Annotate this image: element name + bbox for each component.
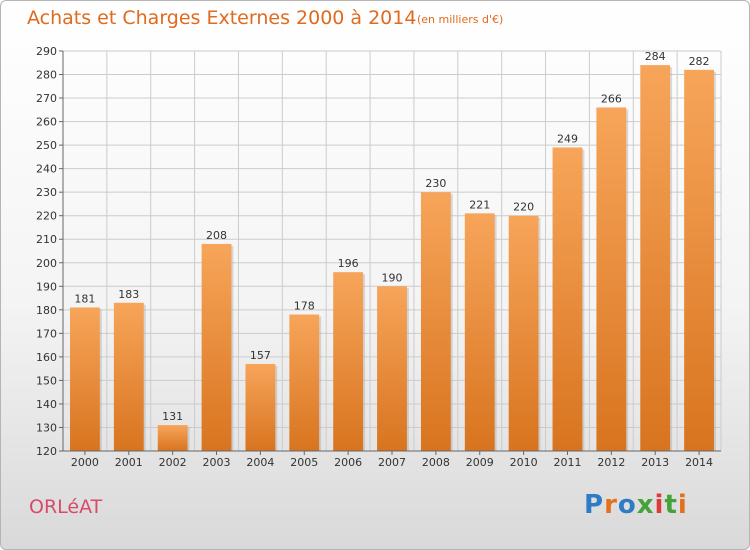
chart-title: Achats et Charges Externes 2000 à 2014 xyxy=(27,7,417,29)
y-tick-label: 250 xyxy=(36,139,57,152)
bars: 181 183 131 208 157 178 196 190 230 221 220 249 266 2… xyxy=(70,50,716,452)
y-tick-label: 150 xyxy=(36,374,57,387)
y-tick-label: 180 xyxy=(36,304,57,317)
x-tick-label: 2003 xyxy=(203,456,231,469)
data-label: 196 xyxy=(338,257,359,270)
logo-letter: x xyxy=(636,490,655,520)
x-tick-label: 2001 xyxy=(115,456,143,469)
bar-2002 xyxy=(157,425,188,451)
logo-letter: o xyxy=(617,490,637,520)
data-label: 249 xyxy=(557,132,578,145)
data-label: 221 xyxy=(469,198,490,211)
logo-letter: i xyxy=(654,490,665,520)
logo-letter: t xyxy=(664,490,678,520)
logo-letter: r xyxy=(604,490,618,520)
bar-2006 xyxy=(333,272,364,451)
data-label: 208 xyxy=(206,229,227,242)
y-tick-label: 290 xyxy=(36,45,57,58)
data-label: 181 xyxy=(74,292,95,305)
chart-subtitle: (en milliers d'€) xyxy=(417,13,504,26)
bar-2008 xyxy=(420,192,451,452)
y-tick-label: 200 xyxy=(36,257,57,270)
data-label: 131 xyxy=(162,410,183,423)
x-tick-label: 2010 xyxy=(510,456,538,469)
x-tick-label: 2007 xyxy=(378,456,406,469)
proxiti-logo: Proxiti xyxy=(584,490,688,520)
bar-chart: 181 183 131 208 157 178 196 190 230 221 220 249 266 2… xyxy=(36,45,722,469)
data-label: 230 xyxy=(425,177,446,190)
data-label: 190 xyxy=(382,271,403,284)
bar-2005 xyxy=(289,314,320,451)
x-tick-label: 2013 xyxy=(641,456,669,469)
bar-2003 xyxy=(201,243,232,451)
data-label: 157 xyxy=(250,349,271,362)
bar-2010 xyxy=(508,215,539,451)
x-tick-label: 2009 xyxy=(466,456,494,469)
x-tick-label: 2014 xyxy=(685,456,713,469)
y-tick-label: 270 xyxy=(36,92,57,105)
y-tick-label: 170 xyxy=(36,327,57,340)
data-label: 284 xyxy=(645,50,666,63)
x-tick-label: 2005 xyxy=(290,456,318,469)
x-tick-label: 2000 xyxy=(71,456,99,469)
bar-2004 xyxy=(245,363,276,451)
data-label: 282 xyxy=(689,55,710,68)
y-tick-label: 210 xyxy=(36,233,57,246)
data-label: 220 xyxy=(513,201,534,214)
x-tick-label: 2006 xyxy=(334,456,362,469)
bar-2012 xyxy=(596,107,627,452)
axes: 120 130 140 150 160 170 180 190 200 210 220 230 240 2… xyxy=(36,45,721,469)
logo-letter: P xyxy=(584,490,605,520)
data-label: 266 xyxy=(601,92,622,105)
bar-2014 xyxy=(684,69,714,451)
bar-2000 xyxy=(70,307,100,451)
y-tick-label: 190 xyxy=(36,280,57,293)
bar-2001 xyxy=(113,302,144,451)
bar-2013 xyxy=(640,65,671,451)
y-tick-label: 120 xyxy=(36,445,57,458)
data-label: 178 xyxy=(294,300,315,313)
y-tick-label: 130 xyxy=(36,421,57,434)
commune-name: ORLéAT xyxy=(29,496,103,518)
y-tick-label: 220 xyxy=(36,210,57,223)
x-tick-label: 2004 xyxy=(246,456,274,469)
x-tick-label: 2012 xyxy=(597,456,625,469)
y-tick-label: 230 xyxy=(36,186,57,199)
y-tick-label: 160 xyxy=(36,351,57,364)
logo-letter: i xyxy=(677,490,688,520)
bar-2009 xyxy=(464,213,495,451)
x-tick-label: 2008 xyxy=(422,456,450,469)
bar-2007 xyxy=(377,286,407,451)
y-tick-label: 260 xyxy=(36,116,57,129)
y-tick-label: 140 xyxy=(36,398,57,411)
y-tick-label: 240 xyxy=(36,163,57,176)
data-label: 183 xyxy=(118,288,139,301)
bar-2011 xyxy=(552,147,583,451)
x-tick-label: 2002 xyxy=(159,456,187,469)
y-tick-label: 280 xyxy=(36,69,57,82)
x-tick-label: 2011 xyxy=(553,456,581,469)
